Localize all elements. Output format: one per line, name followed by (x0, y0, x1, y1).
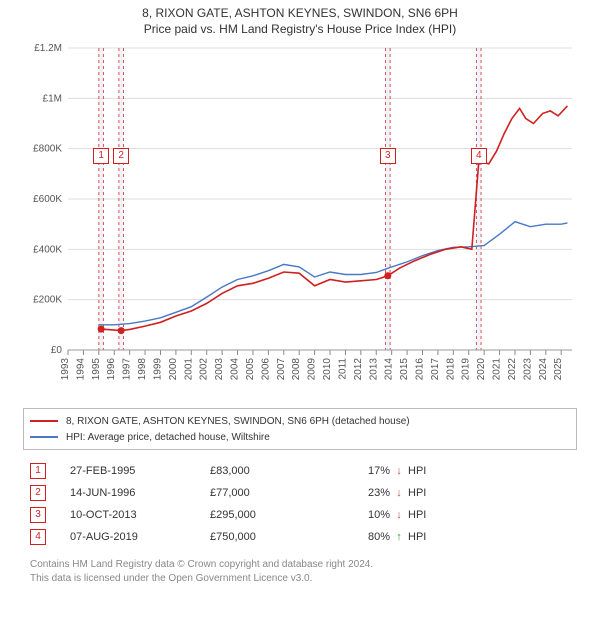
svg-text:2010: 2010 (322, 358, 333, 381)
chart-titles: 8, RIXON GATE, ASHTON KEYNES, SWINDON, S… (0, 0, 600, 36)
sale-marker: 4 (30, 529, 46, 545)
svg-text:£0: £0 (51, 345, 63, 356)
svg-text:1999: 1999 (152, 358, 163, 381)
sale-marker: 1 (93, 148, 109, 164)
sale-date: 10-OCT-2013 (70, 509, 210, 521)
sale-hpi-label: HPI (408, 487, 448, 499)
sale-price: £750,000 (210, 531, 330, 543)
svg-text:2003: 2003 (214, 358, 225, 381)
svg-text:2014: 2014 (384, 358, 395, 381)
sale-date: 14-JUN-1996 (70, 487, 210, 499)
arrow-down-icon: ↓ (390, 465, 408, 477)
svg-text:£400K: £400K (33, 244, 62, 255)
table-row: 3 10-OCT-2013£295,00010%↓HPI (30, 504, 570, 526)
svg-text:2023: 2023 (522, 358, 533, 381)
svg-text:£600K: £600K (33, 194, 62, 205)
sale-price: £77,000 (210, 487, 330, 499)
arrow-down-icon: ↓ (390, 487, 408, 499)
sale-date: 27-FEB-1995 (70, 465, 210, 477)
svg-text:£800K: £800K (33, 144, 62, 155)
sale-pct: 17% (330, 465, 390, 477)
svg-text:2013: 2013 (368, 358, 379, 381)
footer-line: This data is licensed under the Open Gov… (30, 572, 570, 586)
sale-pct: 10% (330, 509, 390, 521)
plot-container: £0 £200K £400K £600K £800K £1M £1.2M 1993 1994 19… (20, 40, 580, 400)
title-address: 8, RIXON GATE, ASHTON KEYNES, SWINDON, S… (0, 6, 600, 20)
sale-hpi-label: HPI (408, 531, 448, 543)
svg-text:1996: 1996 (106, 358, 117, 381)
table-row: 1 27-FEB-1995£83,00017%↓HPI (30, 460, 570, 482)
arrow-up-icon: ↑ (390, 531, 408, 543)
svg-text:1995: 1995 (91, 358, 102, 381)
sale-pct: 80% (330, 531, 390, 543)
legend-swatch (30, 420, 58, 422)
svg-text:2006: 2006 (260, 358, 271, 381)
sale-price: £295,000 (210, 509, 330, 521)
sale-marker: 3 (30, 507, 46, 523)
svg-text:2016: 2016 (414, 358, 425, 381)
svg-text:2002: 2002 (199, 358, 210, 381)
footer-line: Contains HM Land Registry data © Crown c… (30, 558, 570, 572)
legend-item: HPI: Average price, detached house, Wilt… (30, 429, 570, 445)
svg-text:2009: 2009 (307, 358, 318, 381)
svg-text:2012: 2012 (353, 358, 364, 381)
sale-pct: 23% (330, 487, 390, 499)
sale-marker: 3 (380, 148, 396, 164)
table-row: 2 14-JUN-1996£77,00023%↓HPI (30, 482, 570, 504)
sales-table: 127-FEB-1995£83,00017%↓HPI214-JUN-1996£7… (30, 460, 570, 548)
title-subtitle: Price paid vs. HM Land Registry's House … (0, 22, 600, 36)
svg-text:2005: 2005 (245, 358, 256, 381)
sale-marker: 1 (30, 463, 46, 479)
sale-marker: 2 (30, 485, 46, 501)
svg-text:£1.2M: £1.2M (34, 43, 62, 54)
svg-text:£1M: £1M (43, 93, 62, 104)
svg-text:1994: 1994 (75, 358, 86, 381)
footer-attribution: Contains HM Land Registry data © Crown c… (30, 558, 570, 585)
svg-text:2024: 2024 (538, 358, 549, 381)
svg-text:2011: 2011 (337, 358, 348, 380)
sale-marker: 2 (113, 148, 129, 164)
svg-text:2021: 2021 (492, 358, 503, 381)
sale-hpi-label: HPI (408, 509, 448, 521)
svg-text:2022: 2022 (507, 358, 518, 381)
svg-text:2007: 2007 (276, 358, 287, 381)
svg-text:£200K: £200K (33, 295, 62, 306)
svg-text:2025: 2025 (553, 358, 564, 381)
svg-text:2019: 2019 (461, 358, 472, 381)
legend-swatch (30, 436, 58, 438)
svg-text:2018: 2018 (445, 358, 456, 381)
svg-text:2017: 2017 (430, 358, 441, 381)
svg-text:1998: 1998 (137, 358, 148, 381)
sale-date: 07-AUG-2019 (70, 531, 210, 543)
sale-marker: 4 (471, 148, 487, 164)
svg-text:2008: 2008 (291, 358, 302, 381)
legend: 8, RIXON GATE, ASHTON KEYNES, SWINDON, S… (23, 408, 577, 450)
table-row: 4 07-AUG-2019£750,00080%↑HPI (30, 526, 570, 548)
svg-text:2000: 2000 (168, 358, 179, 381)
svg-text:1993: 1993 (60, 358, 71, 381)
svg-text:1997: 1997 (122, 358, 133, 381)
legend-label: 8, RIXON GATE, ASHTON KEYNES, SWINDON, S… (66, 416, 410, 427)
sale-price: £83,000 (210, 465, 330, 477)
legend-label: HPI: Average price, detached house, Wilt… (66, 432, 270, 443)
legend-item: 8, RIXON GATE, ASHTON KEYNES, SWINDON, S… (30, 413, 570, 429)
arrow-down-icon: ↓ (390, 509, 408, 521)
svg-text:2020: 2020 (476, 358, 487, 381)
svg-text:2015: 2015 (399, 358, 410, 381)
svg-text:2001: 2001 (183, 358, 194, 381)
svg-text:2004: 2004 (230, 358, 241, 381)
sale-hpi-label: HPI (408, 465, 448, 477)
price-chart: £0 £200K £400K £600K £800K £1M £1.2M 1993 1994 19… (20, 40, 580, 400)
